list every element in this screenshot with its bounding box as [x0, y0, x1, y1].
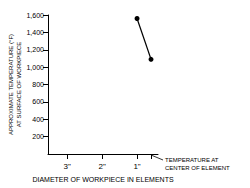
svg-text:400: 400	[32, 116, 44, 123]
svg-text:CENTER OF ELEMENT: CENTER OF ELEMENT	[165, 165, 230, 171]
svg-text:3": 3"	[64, 162, 71, 171]
svg-text:TEMPERATURE AT: TEMPERATURE AT	[165, 157, 219, 163]
svg-text:200: 200	[32, 133, 44, 140]
svg-text:1": 1"	[133, 162, 140, 171]
svg-text:2": 2"	[98, 162, 105, 171]
svg-text:AT SURFACE OF WORKPIECE: AT SURFACE OF WORKPIECE	[16, 42, 22, 127]
svg-text:1,600: 1,600	[26, 12, 44, 19]
svg-text:1,400: 1,400	[26, 29, 44, 36]
svg-text:1,200: 1,200	[26, 46, 44, 53]
svg-text:DIAMETER OF WORKPIECE IN ELEME: DIAMETER OF WORKPIECE IN ELEMENTS	[32, 176, 174, 183]
svg-text:600: 600	[32, 98, 44, 105]
svg-text:APPROXIMATE TEMPERATURE (°F): APPROXIMATE TEMPERATURE (°F)	[8, 34, 14, 135]
svg-text:1,000: 1,000	[26, 64, 44, 71]
svg-text:800: 800	[32, 81, 44, 88]
